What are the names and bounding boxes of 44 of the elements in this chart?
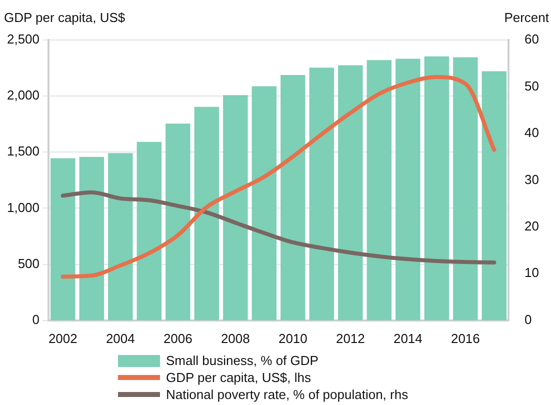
line-series <box>60 190 496 264</box>
y2-tick-label: 20 <box>524 218 540 234</box>
y-tick-label: 0 <box>32 312 40 327</box>
bar <box>50 158 76 320</box>
x-tick-label: 2014 <box>393 330 422 346</box>
bar <box>252 86 277 320</box>
bar <box>366 60 392 320</box>
x-tick-label: 2010 <box>278 330 308 346</box>
y-tick-label: 1,500 <box>6 144 40 159</box>
y2-tick-label: 0 <box>524 312 532 327</box>
y2-tick-label: 50 <box>524 78 540 94</box>
legend-label: Small business, % of GDP <box>166 352 318 369</box>
bar <box>338 65 363 320</box>
bar <box>309 68 334 320</box>
bar <box>424 56 450 320</box>
x-tick-label: 2016 <box>450 330 480 346</box>
y-tick-label: 2,000 <box>6 88 40 103</box>
y-tick-label: 2,500 <box>6 32 40 47</box>
bar <box>396 58 420 320</box>
bar <box>280 75 306 320</box>
y-tick-label: 500 <box>18 256 40 271</box>
legend-label: GDP per capita, US$, lhs <box>166 369 311 386</box>
y2-tick-label: 10 <box>524 265 540 280</box>
bar <box>166 124 190 320</box>
bar <box>482 71 507 320</box>
x-tick-label: 2012 <box>336 330 365 346</box>
x-tick-label: 2004 <box>106 330 135 346</box>
bar <box>136 142 162 320</box>
bar <box>194 106 220 320</box>
bar <box>453 57 478 320</box>
y2-axis-title: Percent <box>504 10 550 25</box>
bar <box>79 156 104 320</box>
x-tick-label: 2006 <box>163 330 192 346</box>
bar <box>223 95 248 320</box>
x-tick-label: 2002 <box>48 330 78 346</box>
x-tick-label: 2008 <box>220 330 250 346</box>
y2-tick-label: 40 <box>524 125 540 140</box>
y2-tick-label: 60 <box>524 32 540 47</box>
y-axis-title: GDP per capita, US$ <box>4 10 126 25</box>
legend-label: National poverty rate, % of population, rhs <box>166 386 408 403</box>
line-series <box>60 75 496 279</box>
bar <box>108 153 133 320</box>
y-tick-label: 1,000 <box>6 200 40 215</box>
y2-tick-label: 30 <box>524 172 540 187</box>
